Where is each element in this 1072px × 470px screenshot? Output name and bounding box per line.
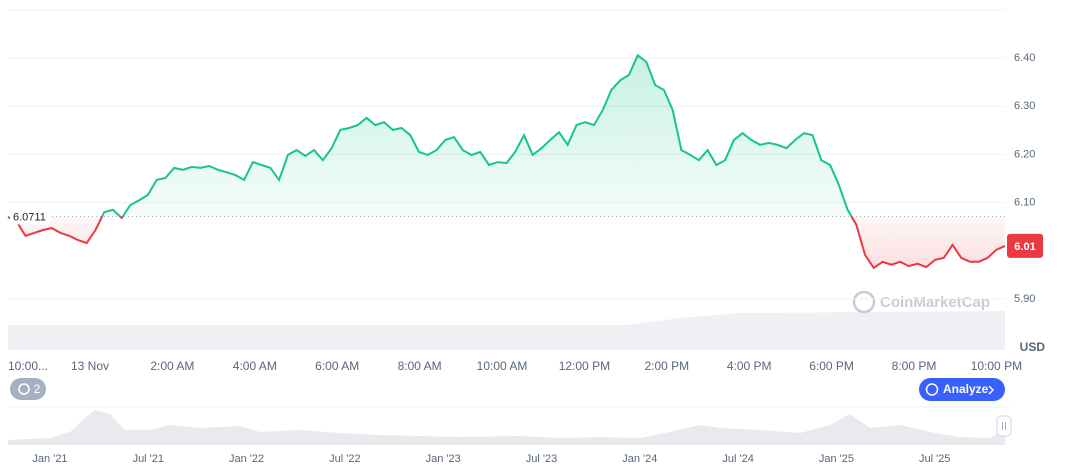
x-tick-label: 2:00 PM [644, 359, 689, 373]
history-badge[interactable]: 2 [10, 378, 46, 400]
navigator-label: Jul '24 [722, 453, 753, 465]
x-tick-label: 6:00 AM [315, 359, 359, 373]
y-tick-label: 6.40 [1014, 52, 1035, 64]
navigator-label: Jan '22 [229, 453, 264, 465]
navigator-label: Jan '23 [426, 453, 461, 465]
navigator-label: Jul '22 [329, 453, 360, 465]
x-tick-label: 10:00 AM [477, 359, 528, 373]
baseline-label: 6.0711 [13, 211, 46, 223]
y-tick-label: 5.90 [1014, 293, 1035, 305]
navigator-label: Jul '23 [526, 453, 557, 465]
x-tick-label: 4:00 AM [233, 359, 277, 373]
navigator-label: Jul '21 [133, 453, 164, 465]
navigator-label: Jan '25 [819, 453, 854, 465]
price-badge [1007, 233, 1043, 258]
analyze-button[interactable]: Analyze [919, 378, 1005, 401]
y-tick-label: 6.30 [1014, 100, 1035, 112]
y-tick-label: 6.10 [1014, 196, 1035, 208]
y-unit: USD [1020, 340, 1046, 354]
price-area [8, 55, 1005, 268]
watermark: CoinMarketCap [852, 290, 990, 314]
price-line [7, 53, 1006, 270]
navigator-label: Jan '21 [32, 453, 67, 465]
volume-bars [8, 311, 1005, 350]
baseline-label-bg [10, 208, 50, 225]
analyze-label: Analyze [943, 382, 989, 396]
history-count: 2 [34, 382, 41, 396]
x-tick-label: 13 Nov [71, 359, 109, 373]
x-tick-label: 10:00 PM [971, 359, 1022, 373]
navigator-label: Jan '24 [622, 453, 657, 465]
x-tick-label: 4:00 PM [727, 359, 772, 373]
x-tick-label: 8:00 AM [398, 359, 442, 373]
navigator [8, 406, 1012, 445]
x-tick-label: 6:00 PM [809, 359, 854, 373]
y-tick-label: 6.20 [1014, 148, 1035, 160]
watermark-text: CoinMarketCap [880, 294, 990, 311]
x-tick-label: 8:00 PM [892, 359, 937, 373]
navigator-label: Jul '25 [919, 453, 950, 465]
x-tick-label: 2:00 AM [150, 359, 194, 373]
x-tick-label: 12:00 PM [559, 359, 610, 373]
x-tick-label: 10:00... [8, 359, 48, 373]
price-badge-label: 6.01 [1014, 241, 1035, 253]
